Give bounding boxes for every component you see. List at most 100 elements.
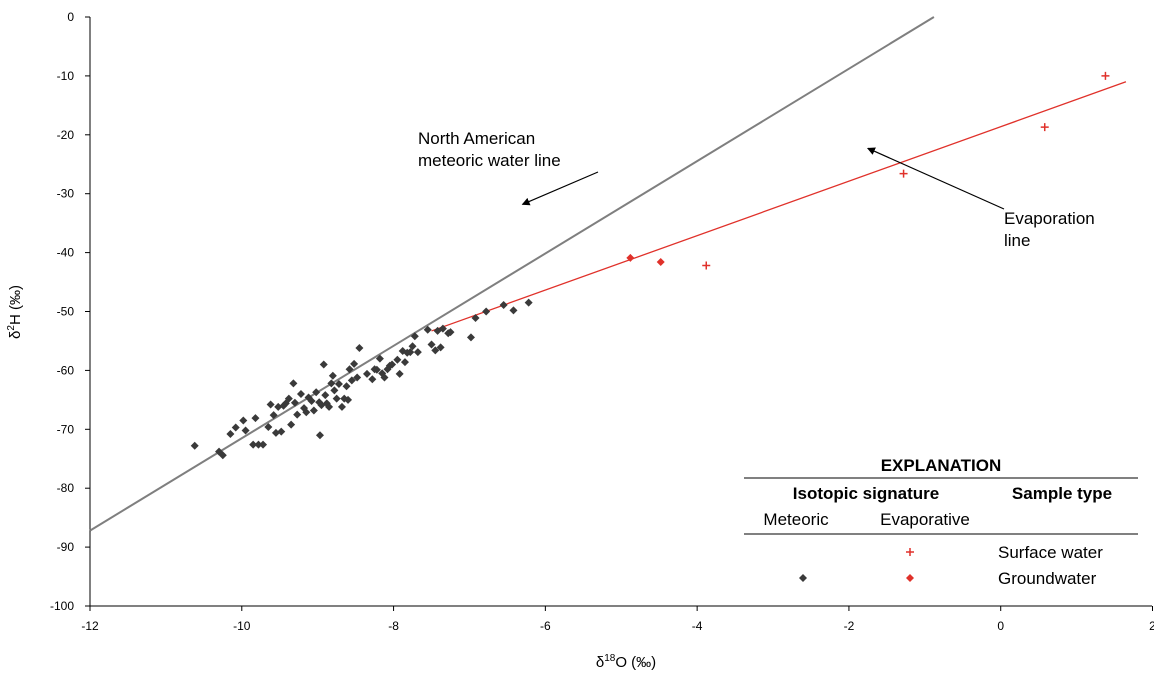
plot-area [89,17,1152,607]
y-tick-label: -90 [57,540,75,554]
evaporative-gw-point [626,253,635,262]
meteoric-gw-point [327,379,336,388]
meteoric-gw-point [342,382,351,391]
data-points [190,71,1110,460]
x-tick-label: -4 [692,619,703,633]
y-tick-label: 0 [67,10,74,24]
meteoric-gw-point [307,397,316,406]
meteoric-gw-point [332,394,341,403]
evaporative-sw-point [1040,123,1049,132]
meteoric-gw-point [269,411,278,420]
legend: EXPLANATION Isotopic signature Sample ty… [744,456,1138,588]
y-axis-title: δ2H (‰) [6,285,24,339]
nawl-label-arrow [521,171,599,206]
meteoric-gw-point [431,346,440,355]
y-tick-label: -30 [57,187,75,201]
meteoric-gw-point [231,423,240,432]
meteoric-gw-point [266,400,275,409]
meteoric-gw-point [393,355,402,364]
legend-sub-meteoric: Meteoric [763,510,829,529]
meteoric-gw-point [218,451,227,460]
meteoric-gw-point [312,388,321,397]
meteoric-gw-point [259,440,268,449]
x-tick-label: -10 [233,619,251,633]
legend-marker-evaporative-sw [906,548,914,556]
meteoric-gw-point [406,348,415,357]
nawl-line [89,16,935,532]
x-tick-label: -8 [388,619,399,633]
meteoric-gw-point [524,298,533,307]
y-tick-label: -50 [57,305,75,319]
y-tick-label: -60 [57,363,75,377]
meteoric-gw-point [315,431,324,440]
meteoric-gw-point [239,416,248,425]
meteoric-gw-point [368,375,377,384]
y-tick-label: -10 [57,69,75,83]
annotations: North American meteoric water line Evapora… [418,129,1095,250]
evaporative-sw-point [1101,71,1110,80]
meteoric-gw-point [302,408,311,417]
meteoric-gw-point [395,369,404,378]
meteoric-gw-point [289,379,298,388]
meteoric-gw-point [334,379,343,388]
meteoric-gw-point [309,406,318,415]
meteoric-gw-point [190,441,199,450]
meteoric-gw-point [254,440,263,449]
meteoric-gw-point [375,354,384,363]
nawl-label: North American meteoric water line [418,129,561,170]
legend-col-header-isotopic: Isotopic signature [793,484,939,503]
y-tick-label: -40 [57,246,75,260]
meteoric-gw-point [241,426,250,435]
meteoric-gw-point [345,365,354,374]
axis-ticks: -12 -10 -8 -6 -4 -2 0 20-10-20-30-40-50-60-70-8… [50,10,1154,633]
evap-line [431,81,1127,332]
meteoric-gw-point [438,324,447,333]
meteoric-gw-point [427,340,436,349]
trend-lines [89,16,1127,532]
meteoric-gw-point [296,389,305,398]
meteoric-gw-point [350,359,359,368]
meteoric-gw-point [290,398,299,407]
legend-marker-meteoric-gw [799,574,807,582]
y-tick-label: -100 [50,599,74,613]
meteoric-gw-point [274,402,283,411]
y-tick-label: -70 [57,422,75,436]
meteoric-gw-point [284,394,293,403]
meteoric-gw-point [380,373,389,382]
evaporative-gw-point [656,258,665,267]
meteoric-gw-point [337,402,346,411]
meteoric-gw-point [347,376,356,385]
meteoric-gw-point [423,325,432,334]
meteoric-gw-point [471,313,480,322]
y-tick-label: -80 [57,481,75,495]
meteoric-gw-point [277,427,286,436]
meteoric-gw-point [436,343,445,352]
meteoric-gw-point [293,410,302,419]
meteoric-gw-point [249,440,258,449]
meteoric-gw-point [330,386,339,395]
x-tick-label: -6 [540,619,551,633]
meteoric-gw-point [355,344,364,353]
meteoric-gw-point [251,414,260,423]
meteoric-gw-point [499,301,508,310]
legend-col-header-sample: Sample type [1012,484,1112,503]
legend-row-surface-water: Surface water [998,543,1103,562]
x-tick-label: 0 [997,619,1004,633]
x-axis-title: δ18O (‰) [596,653,656,671]
x-tick-label: 2 [1149,619,1154,633]
meteoric-gw-point [372,365,381,374]
legend-sub-evaporative: Evaporative [880,510,970,529]
meteoric-gw-point [353,373,362,382]
meteoric-gw-point [319,360,328,369]
meteoric-gw-point [400,358,409,367]
meteoric-gw-point [446,328,455,337]
meteoric-gw-point [287,420,296,429]
meteoric-gw-point [466,333,475,342]
meteoric-gw-point [226,430,235,439]
meteoric-gw-point [328,371,337,380]
meteoric-gw-point [413,348,422,357]
legend-marker-evaporative-gw [906,574,914,582]
legend-row-groundwater: Groundwater [998,569,1097,588]
evap-label-arrow [866,147,1005,210]
